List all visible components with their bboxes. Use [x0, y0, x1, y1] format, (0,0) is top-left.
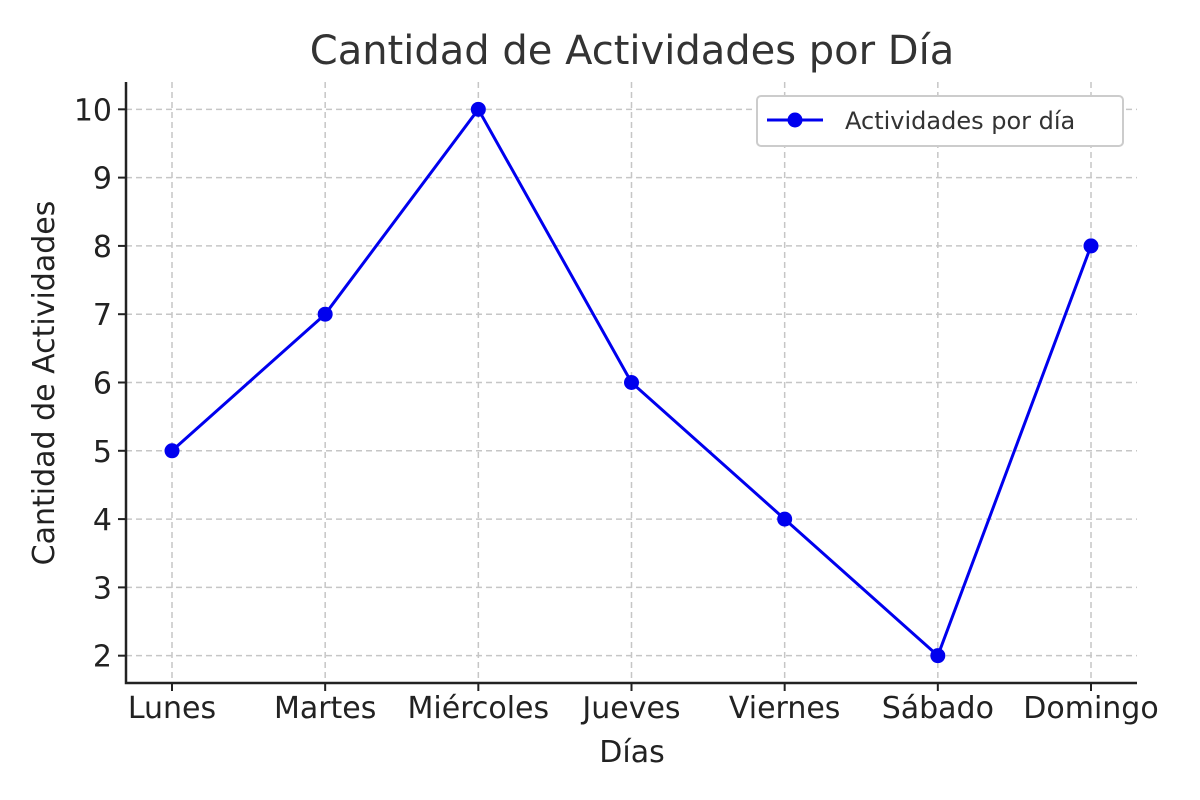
data-point	[317, 306, 333, 322]
legend-dot-marker	[787, 112, 803, 128]
x-tick-label: Lunes	[128, 691, 216, 726]
legend-box	[756, 95, 1124, 147]
y-tick-label: 2	[93, 640, 112, 675]
data-point	[624, 375, 639, 390]
series-layer	[164, 101, 1099, 664]
data-point	[470, 101, 486, 117]
x-tick-label: Domingo	[1023, 691, 1158, 726]
x-axis-ticks: Lunes Martes Miércoles Jueves Viernes Sábado D…	[128, 683, 1159, 726]
axis-spines	[124, 82, 1137, 685]
y-tick-label: 7	[93, 298, 112, 333]
y-tick-label: 10	[74, 93, 112, 128]
x-axis-label: Días	[599, 735, 664, 770]
y-tick-label: 5	[93, 435, 112, 470]
chart-title: Cantidad de Actividades por Día	[310, 28, 954, 74]
data-point	[1083, 238, 1099, 254]
legend-label: Actividades por día	[845, 107, 1075, 135]
y-tick-label: 4	[93, 503, 112, 538]
x-tick-label: Miércoles	[408, 691, 550, 726]
data-point	[930, 648, 946, 664]
x-tick-label: Sábado	[882, 691, 994, 726]
y-tick-label: 8	[93, 230, 112, 265]
y-axis-label: Cantidad de Actividades	[27, 201, 62, 566]
data-point	[777, 511, 793, 527]
y-tick-label: 6	[93, 367, 112, 402]
grid	[126, 82, 1137, 683]
y-tick-label: 3	[93, 571, 112, 606]
x-tick-label: Martes	[274, 691, 376, 726]
axes	[124, 82, 1137, 685]
y-tick-label: 9	[93, 162, 112, 197]
data-point	[164, 443, 180, 459]
x-tick-label: Viernes	[729, 691, 841, 726]
legend: Actividades por día	[756, 95, 1124, 147]
x-tick-label: Jueves	[580, 691, 680, 726]
y-axis-ticks: 2 3 4 5 6 7 8 9 10	[74, 93, 126, 675]
